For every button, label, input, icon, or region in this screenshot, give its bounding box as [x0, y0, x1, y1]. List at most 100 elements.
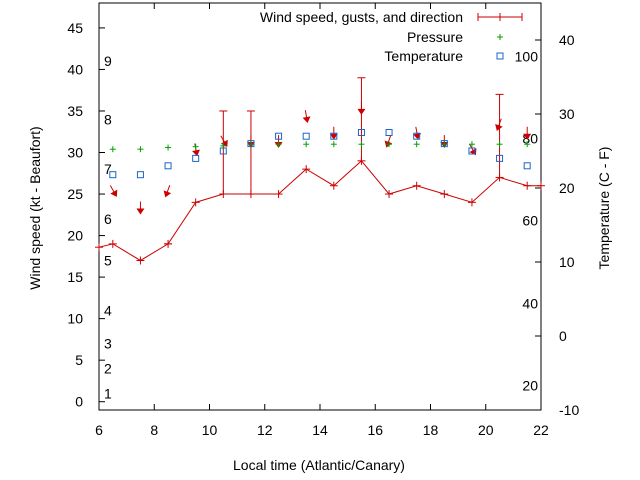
- fahrenheit-label: 40: [522, 295, 538, 311]
- legend: Wind speed, gusts, and direction Pressur…: [260, 9, 523, 64]
- x-tick-label: 10: [202, 422, 218, 438]
- y2-tick-label: 40: [559, 32, 575, 48]
- temperature-point: [247, 140, 255, 148]
- x-tick-label: 14: [312, 422, 328, 438]
- legend-symbol-wind: [477, 13, 523, 21]
- y2-tick-label: 10: [559, 254, 575, 270]
- wind-direction-arrow: [384, 135, 393, 148]
- wind-speed-point: [495, 173, 504, 182]
- wind-speed-point: [523, 181, 532, 190]
- axes-frame: [98, 2, 542, 411]
- beaufort-label: 1: [104, 385, 112, 401]
- arrow-head: [495, 123, 503, 131]
- temperature-point: [302, 132, 310, 140]
- wind-direction-arrow: [302, 110, 311, 124]
- temperature-point: [219, 147, 227, 155]
- arrow-head: [110, 189, 118, 197]
- temperature-point: [192, 154, 200, 162]
- wind-speed-point: [412, 181, 421, 190]
- fahrenheit-label: 20: [522, 378, 538, 394]
- y-tick-label: 30: [67, 145, 83, 161]
- y-tick-label: 15: [67, 269, 83, 285]
- wind-speed-point: [274, 190, 283, 199]
- x-axis-label: Local time (Atlantic/Canary): [233, 457, 405, 473]
- beaufort-label: 9: [104, 53, 112, 69]
- y2-tick-label: 0: [559, 328, 567, 344]
- pressure-point: [109, 146, 116, 153]
- legend-label-temperature: Temperature: [384, 48, 463, 64]
- y2-axis-label: Temperature (C - F): [596, 147, 612, 270]
- y-tick-label: 20: [67, 228, 83, 244]
- arrow-head: [163, 190, 172, 198]
- plot-frame: [98, 2, 542, 411]
- y-tick-label: 35: [67, 103, 83, 119]
- fahrenheit-label: 60: [522, 213, 538, 229]
- wind-speed-line: [98, 160, 541, 262]
- y-tick-label: 10: [67, 311, 83, 327]
- pressure-point: [275, 141, 282, 148]
- wind-speed-point: [164, 239, 173, 248]
- temperature-point: [496, 154, 504, 162]
- pressure-point: [165, 144, 172, 151]
- pressure-point: [496, 141, 503, 148]
- pressure-point: [524, 141, 531, 148]
- y-axis: 0 5 10 15 20 25 30 35 40 45: [67, 20, 105, 410]
- pressure-point: [303, 141, 310, 148]
- beaufort-label: 3: [104, 336, 112, 352]
- y2-tick-label: 30: [559, 106, 575, 122]
- pressure-point: [330, 141, 337, 148]
- wind-direction-arrow: [413, 126, 421, 140]
- arrow-head: [523, 133, 532, 140]
- wind-speed-point: [246, 190, 255, 199]
- wind-speed-point: [302, 165, 311, 174]
- legend-label-wind: Wind speed, gusts, and direction: [260, 9, 463, 25]
- wind-direction-arrow: [163, 185, 172, 198]
- y2-tick-label: 20: [559, 180, 575, 196]
- y-tick-label: 40: [67, 61, 83, 77]
- x-tick-label: 22: [533, 422, 549, 438]
- temperature-point: [109, 171, 117, 179]
- wind-speed-point: [108, 239, 117, 248]
- y-tick-label: 0: [75, 394, 83, 410]
- plot-area: [95, 77, 545, 265]
- pressure-point: [413, 141, 420, 148]
- wind-speed-point: [95, 243, 103, 252]
- wind-speed-point: [467, 198, 476, 207]
- beaufort-label: 6: [104, 211, 112, 227]
- wind-speed-point: [385, 190, 394, 199]
- temperature-point: [440, 140, 448, 148]
- beaufort-scale: 1 2 3 4 5 6 7 8 9: [104, 53, 112, 401]
- fahrenheit-label: 100: [515, 48, 539, 64]
- temperature-point: [468, 147, 476, 155]
- arrow-head: [220, 139, 228, 147]
- wind-direction-arrow: [220, 135, 228, 147]
- x-tick-label: 6: [95, 422, 103, 438]
- temperature-point: [330, 132, 338, 140]
- wind-speed-point: [440, 190, 449, 199]
- temperature-point: [164, 162, 172, 170]
- wind-speed-point: [357, 156, 366, 165]
- wind-speed-point: [537, 181, 545, 190]
- pressure-point: [137, 146, 144, 153]
- beaufort-label: 7: [104, 161, 112, 177]
- arrow-head: [192, 149, 200, 157]
- wind-speed-point: [329, 181, 338, 190]
- wind-direction-arrow: [136, 201, 145, 215]
- wind-speed-point: [219, 190, 228, 199]
- x-tick-label: 12: [257, 422, 273, 438]
- pressure-point: [386, 141, 393, 148]
- temperature-point: [357, 129, 365, 136]
- beaufort-label: 2: [104, 360, 112, 376]
- x-tick-label: 18: [423, 422, 439, 438]
- wind-direction-arrow: [495, 118, 503, 131]
- arrow-head: [413, 133, 421, 140]
- y-tick-label: 25: [67, 186, 83, 202]
- arrow-head: [302, 116, 311, 124]
- beaufort-label: 5: [104, 252, 112, 268]
- y2-tick-label: -10: [559, 402, 579, 418]
- wind-direction-arrow: [523, 126, 532, 140]
- y-tick-label: 45: [67, 20, 83, 36]
- arrow-head: [357, 108, 366, 115]
